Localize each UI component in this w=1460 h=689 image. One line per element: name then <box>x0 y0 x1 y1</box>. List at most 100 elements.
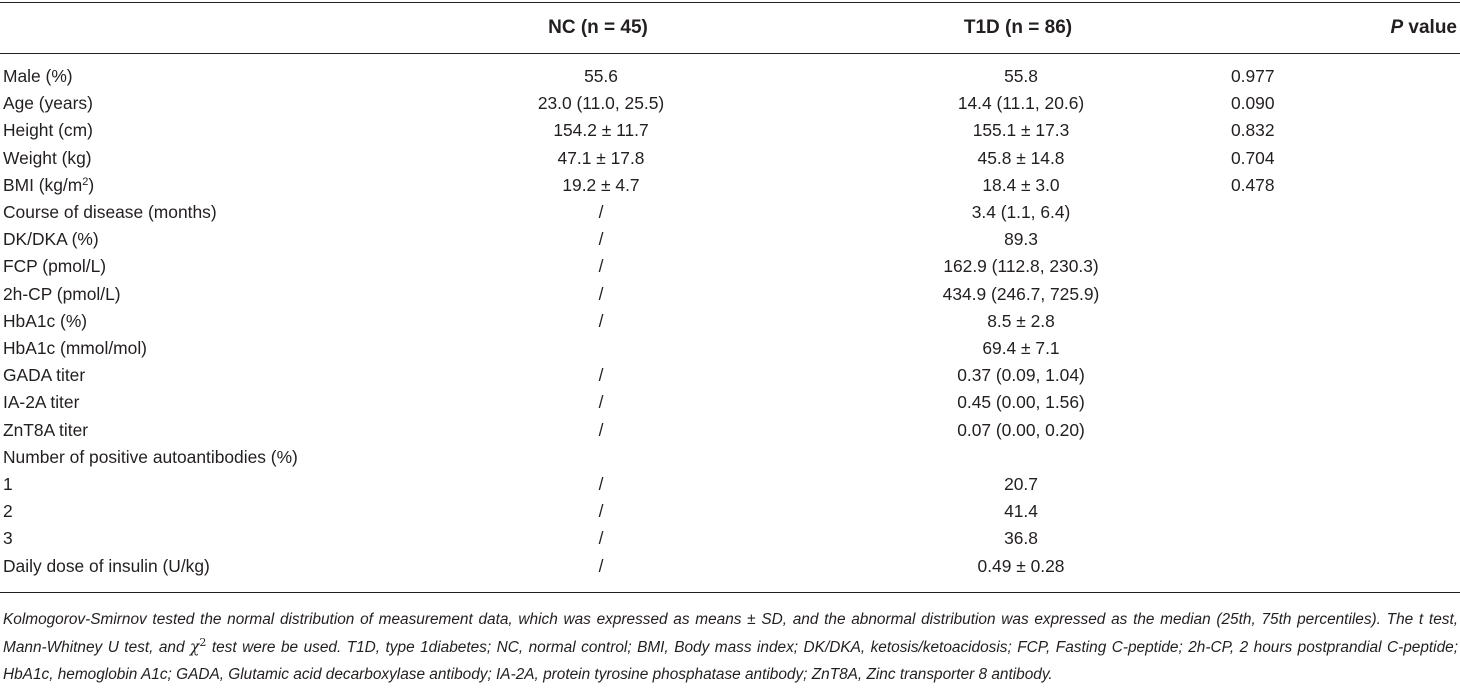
cell-t1d <box>871 444 1171 471</box>
data-table: Male (%) 55.6 55.8 0.977 Age (years) 23.0 (11… <box>0 63 1460 580</box>
row-label-superscript: 2 <box>82 175 89 188</box>
cell-nc: / <box>598 528 604 549</box>
cell-p-value: 0.977 <box>1231 63 1460 90</box>
row-label-text: 2h-CP (pmol/L) <box>3 283 121 304</box>
cell-t1d: 41.4 <box>1004 501 1038 522</box>
table-row: IA-2A titer / 0.45 (0.00, 1.56) <box>0 389 1460 416</box>
spacer <box>751 226 871 253</box>
row-label-text: Weight (kg) <box>3 147 92 168</box>
row-label: ZnT8A titer <box>0 417 451 444</box>
cell-t1d: 36.8 <box>1004 528 1038 549</box>
row-label: Height (cm) <box>0 117 451 144</box>
cell-t1d: 8.5 ± 2.8 <box>987 310 1055 331</box>
spacer <box>751 308 871 335</box>
header-p-value: P value <box>1390 15 1457 41</box>
table-row: 1 / 20.7 <box>0 471 1460 498</box>
spacer <box>751 172 871 199</box>
footnote-part2: test were be used. T1D, type 1diabetes; … <box>3 638 1458 684</box>
table-footnote: Kolmogorov-Smirnov tested the normal dis… <box>3 606 1458 689</box>
spacer <box>751 389 871 416</box>
table-row: 3 / 36.8 <box>0 525 1460 552</box>
row-label-text: Male (%) <box>3 66 73 86</box>
cell-nc: / <box>598 474 604 495</box>
table-row: Age (years) 23.0 (11.0, 25.5) 14.4 (11.1, … <box>0 90 1460 117</box>
cell-p-value <box>1231 253 1460 280</box>
row-label: Male (%) <box>0 63 451 90</box>
cell-t1d: 0.45 (0.00, 1.56) <box>957 392 1085 413</box>
table-row: Height (cm) 154.2 ± 11.7 155.1 ± 17.3 0.832 <box>0 117 1460 144</box>
spacer <box>751 145 871 172</box>
cell-nc: / <box>598 501 604 522</box>
table-row: 2 / 41.4 <box>0 498 1460 525</box>
row-label: 2 <box>0 498 451 525</box>
cell-p-value <box>1231 498 1460 525</box>
cell-nc: / <box>598 310 604 331</box>
cell-t1d: 45.8 ± 14.8 <box>977 147 1065 168</box>
spacer <box>751 281 871 308</box>
spacer <box>1171 525 1231 552</box>
cell-t1d: 0.07 (0.00, 0.20) <box>957 419 1085 440</box>
table-row: ZnT8A titer / 0.07 (0.00, 0.20) <box>0 417 1460 444</box>
table-row: HbA1c (%) / 8.5 ± 2.8 <box>0 308 1460 335</box>
row-label: DK/DKA (%) <box>0 226 451 253</box>
row-label: FCP (pmol/L) <box>0 253 451 280</box>
cell-p-value <box>1231 471 1460 498</box>
spacer <box>751 117 871 144</box>
header-p-italic: P <box>1390 17 1404 38</box>
spacer <box>1171 117 1231 144</box>
row-label-text: HbA1c (mmol/mol) <box>3 338 147 359</box>
spacer <box>751 335 871 362</box>
spacer <box>751 90 871 117</box>
spacer <box>1171 389 1231 416</box>
row-label-text: Height (cm) <box>3 120 93 141</box>
cell-nc: 55.6 <box>584 66 618 86</box>
header-rule <box>0 53 1460 54</box>
cell-t1d: 162.9 (112.8, 230.3) <box>943 256 1099 277</box>
table-row: Weight (kg) 47.1 ± 17.8 45.8 ± 14.8 0.704 <box>0 145 1460 172</box>
row-label-text: 2 <box>3 501 13 522</box>
row-label-text: HbA1c (%) <box>3 310 88 331</box>
cell-t1d: 18.4 ± 3.0 <box>982 174 1060 195</box>
row-label-text: Daily dose of insulin (U/kg) <box>3 555 210 576</box>
cell-p-value <box>1231 199 1460 226</box>
spacer <box>751 199 871 226</box>
row-label-text: 1 <box>3 474 13 495</box>
row-label: HbA1c (mmol/mol) <box>0 335 451 362</box>
spacer <box>1171 417 1231 444</box>
table-row: GADA titer / 0.37 (0.09, 1.04) <box>0 362 1460 389</box>
cell-p-value <box>1231 362 1460 389</box>
spacer <box>1171 90 1231 117</box>
cell-p-value: 0.478 <box>1231 172 1460 199</box>
table-row: BMI (kg/m2) 19.2 ± 4.7 18.4 ± 3.0 0.478 <box>0 172 1460 199</box>
row-label: Number of positive autoantibodies (%) <box>0 444 451 471</box>
row-label: HbA1c (%) <box>0 308 451 335</box>
spacer <box>1171 471 1231 498</box>
cell-t1d: 69.4 ± 7.1 <box>982 338 1060 359</box>
cell-nc: 23.0 (11.0, 25.5) <box>537 93 665 114</box>
table-row: HbA1c (mmol/mol) 69.4 ± 7.1 <box>0 335 1460 362</box>
cell-t1d: 89.3 <box>1004 229 1038 250</box>
cell-p-value <box>1231 389 1460 416</box>
spacer <box>751 444 871 471</box>
cell-p-value <box>1231 335 1460 362</box>
spacer <box>1171 444 1231 471</box>
row-label: GADA titer <box>0 362 451 389</box>
spacer <box>1171 145 1231 172</box>
cell-nc: / <box>598 419 604 440</box>
table-row: FCP (pmol/L) / 162.9 (112.8, 230.3) <box>0 253 1460 280</box>
table-row: DK/DKA (%) / 89.3 <box>0 226 1460 253</box>
row-label-suffix: ) <box>88 174 95 195</box>
chi-symbol: χ <box>190 637 200 656</box>
row-label-text: Age (years) <box>3 93 93 114</box>
p-value-text: 0.090 <box>1231 93 1275 114</box>
spacer <box>1171 253 1231 280</box>
row-label-text: GADA titer <box>3 365 86 386</box>
cell-p-value <box>1231 444 1460 471</box>
cell-nc: 154.2 ± 11.7 <box>553 120 649 141</box>
cell-nc: / <box>598 365 604 386</box>
p-value-text: 0.704 <box>1231 147 1275 168</box>
row-label: IA-2A titer <box>0 389 451 416</box>
cell-p-value <box>1231 308 1460 335</box>
cell-nc <box>451 335 751 362</box>
